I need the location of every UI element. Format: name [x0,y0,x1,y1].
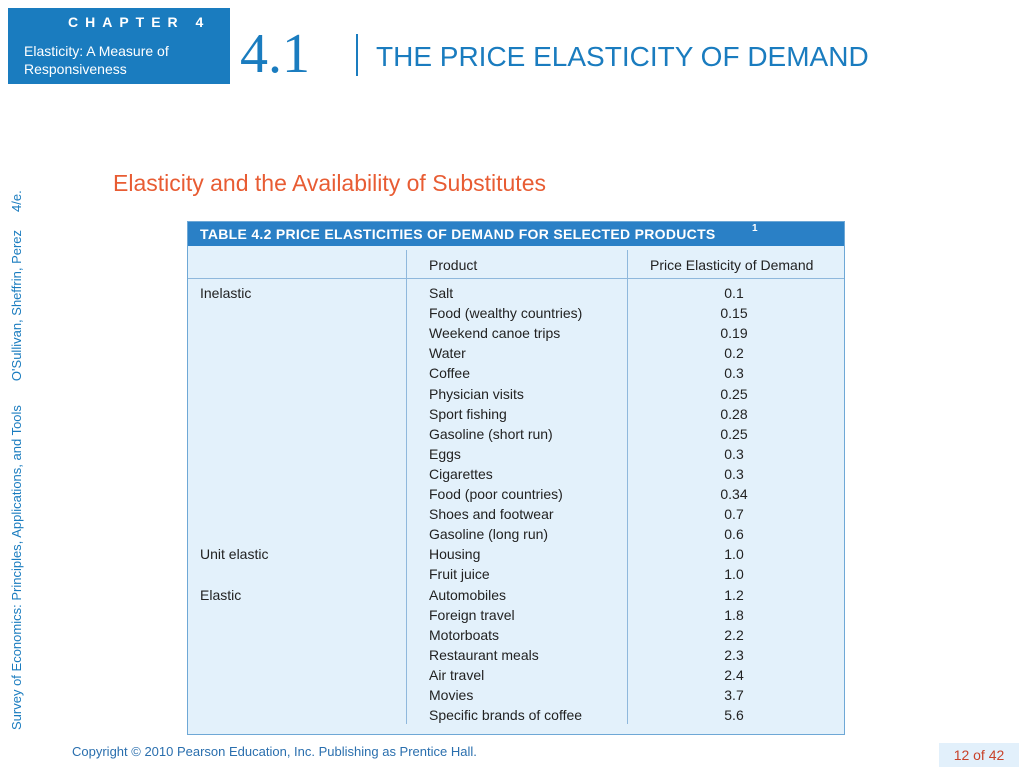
row-elasticity-value: 2.2 [724,626,744,643]
row-product: Motorboats [429,626,500,643]
table-row: Specific brands of coffee 5.6 [188,707,844,727]
row-elasticity-value: 2.4 [724,666,744,683]
row-elasticity-value: 0.28 [720,405,748,422]
chapter-label: CHAPTER 4 [68,14,211,30]
row-elasticity-value: 0.34 [720,486,748,502]
table-header-bar: TABLE 4.2 PRICE ELASTICITIES OF DEMAND F… [188,222,844,246]
table-footnote: 1 [752,223,758,234]
table-row: Gasoline (short run) 0.25 [188,426,844,446]
row-product: Foreign travel [429,606,515,623]
table-row: Physician visits 0.25 [188,386,844,406]
row-elasticity-value: 0.25 [720,385,748,402]
column-header-product: Product [429,257,478,273]
chapter-header-box: CHAPTER 4 Elasticity: A Measure of Respo… [8,8,230,84]
row-elasticity-value: 0.1 [724,285,744,301]
row-elasticity-value: 2.3 [724,646,744,663]
row-elasticity-value: 0.15 [720,305,748,322]
row-product: Eggs [429,445,461,462]
row-product: Physician visits [429,385,524,402]
row-product: Automobiles [429,586,507,603]
row-category: Elastic [200,586,242,603]
table-row: Fruit juice 1.0 [188,566,844,586]
table-row: Food (wealthy countries) 0.15 [188,305,844,325]
row-product: Gasoline (long run) [429,526,549,543]
sidebar-edition: 4/e. [8,190,24,212]
row-elasticity-value: 0.7 [724,506,744,523]
table-row: Coffee 0.3 [188,365,844,385]
row-elasticity-value: 0.3 [724,445,744,462]
table-row: Sport fishing 0.28 [188,406,844,426]
table-row: Air travel 2.4 [188,667,844,687]
chapter-subtitle: Elasticity: A Measure of Responsiveness [24,43,169,77]
section-number: 4.1 [240,23,310,85]
row-elasticity-value: 1.8 [724,606,744,623]
row-product: Fruit juice [429,566,490,583]
row-product: Air travel [429,666,485,683]
column-header-elasticity: Price Elasticity of Demand [650,257,814,273]
row-elasticity-value: 1.2 [724,586,744,603]
row-product: Coffee [429,365,470,382]
row-product: Water [429,345,466,362]
row-product: Food (wealthy countries) [429,305,583,322]
sidebar-book-title: Survey of Economics: Principles, Applica… [8,405,24,730]
row-product: Movies [429,687,474,703]
table-row: Elastic Automobiles 1.2 [188,587,844,607]
row-product: Restaurant meals [429,646,539,663]
row-elasticity-value: 5.6 [724,707,744,724]
row-product: Sport fishing [429,405,507,422]
row-product: Cigarettes [429,465,493,482]
header-rule [188,278,844,279]
table-title: TABLE 4.2 PRICE ELASTICITIES OF DEMAND F… [200,226,716,242]
row-elasticity-value: 0.2 [724,345,744,362]
row-elasticity-value: 0.3 [724,365,744,382]
table-row: Restaurant meals 2.3 [188,647,844,667]
table-row: Motorboats 2.2 [188,627,844,647]
section-title: THE PRICE ELASTICITY OF DEMAND [376,41,869,72]
slide-subtitle: Elasticity and the Availability of Subst… [113,170,546,196]
table-row: Water 0.2 [188,345,844,365]
row-category: Unit elastic [200,546,269,563]
row-product: Salt [429,285,454,301]
row-product: Housing [429,546,481,563]
row-elasticity-value: 3.7 [724,687,744,703]
row-product: Food (poor countries) [429,486,563,502]
table-row: Food (poor countries) 0.34 [188,486,844,506]
table-row: Eggs 0.3 [188,446,844,466]
table-row: Unit elastic Housing 1.0 [188,546,844,566]
table-row: Cigarettes 0.3 [188,466,844,486]
row-elasticity-value: 0.25 [720,425,748,442]
sidebar-authors: O'Sullivan, Sheffrin, Perez [8,229,24,382]
copyright-footer: Copyright © 2010 Pearson Education, Inc.… [72,744,477,759]
table-row: Weekend canoe trips 0.19 [188,325,844,345]
row-elasticity-value: 0.3 [724,465,744,482]
row-elasticity-value: 1.0 [724,566,744,583]
sidebar-book-info: Survey of Economics: Principles, Applica… [4,90,28,730]
page-indicator: 12 of 42 [939,743,1019,767]
table-row: Shoes and footwear 0.7 [188,506,844,526]
row-elasticity-value: 0.6 [724,526,744,543]
table-row: Gasoline (long run) 0.6 [188,526,844,546]
row-product: Specific brands of coffee [429,707,583,724]
column-divider [406,250,407,724]
title-divider [356,34,358,76]
row-product: Gasoline (short run) [429,425,553,442]
row-product: Shoes and footwear [429,506,554,523]
row-elasticity-value: 0.19 [720,325,748,342]
column-divider [627,250,628,724]
table-row: Inelastic Salt 0.1 [188,285,844,305]
row-elasticity-value: 1.0 [724,546,744,563]
elasticity-table: TABLE 4.2 PRICE ELASTICITIES OF DEMAND F… [187,221,845,735]
table-row: Movies 3.7 [188,687,844,707]
row-category: Inelastic [200,285,252,301]
row-product: Weekend canoe trips [429,325,561,342]
table-row: Foreign travel 1.8 [188,607,844,627]
